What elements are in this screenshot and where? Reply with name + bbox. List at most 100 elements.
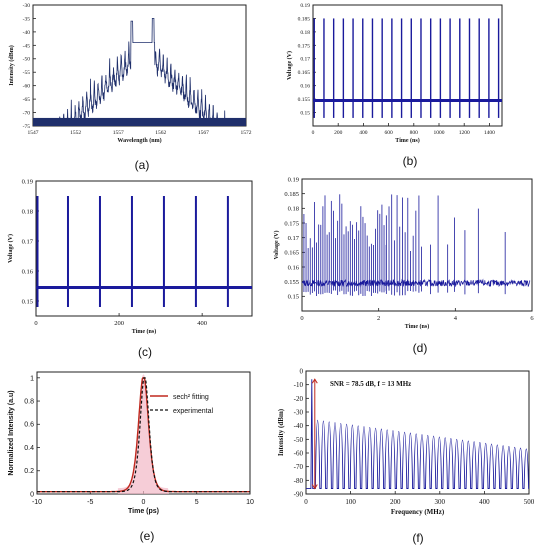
x-tick-label: 600	[384, 130, 393, 136]
x-tick-label: 6	[530, 315, 534, 322]
caption-d: (d)	[413, 341, 428, 355]
spectrum-trace	[33, 18, 246, 124]
error-band	[117, 374, 170, 494]
x-tick-label: 1547	[28, 130, 39, 136]
y-tick-label: 0.185	[298, 16, 311, 22]
y-tick-label: 0	[300, 367, 304, 375]
experimental-line	[37, 377, 250, 493]
x-tick-label: 200	[334, 130, 343, 136]
x-tick-label: 500	[524, 498, 535, 506]
y-tick-label: 0.165	[284, 250, 299, 257]
caption-c: (c)	[138, 345, 152, 359]
y-tick-label: 0.15	[22, 298, 33, 305]
x-tick-label: 0	[34, 320, 37, 327]
x-tick-label: 1562	[155, 130, 166, 136]
chart-panel-c: 0 200 400 0.15 0.16 0.17 0.18 0.19 Time (ns) Volt…	[7, 178, 253, 335]
x-tick-label: -5	[87, 499, 93, 506]
x-tick-label: 1400	[484, 130, 495, 136]
x-axis-label: Wavelength (nm)	[117, 137, 161, 144]
plot-frame	[305, 370, 530, 495]
y-tick-label: 0.16	[22, 268, 34, 275]
y-tick-label: -30	[294, 408, 304, 416]
x-tick-label: 1572	[241, 130, 252, 136]
chart-panel-b: 0 200 400 600 800 1000 1200 1400 0.15 0.155 0.16 0.…	[286, 3, 503, 144]
x-tick-label: 2	[377, 315, 380, 322]
y-tick-label: 0.19	[22, 178, 33, 185]
y-tick-label: -50	[294, 436, 304, 444]
y-tick-label: -80	[294, 477, 304, 485]
chart-panel-f: 0 100 200 300 400 500 0 -10 -20 -30 -40 -50 -60 -70 -8…	[277, 367, 535, 516]
y-axis-label: Normalized Intensity (a.u)	[8, 390, 15, 475]
y-tick-label: 0.16	[288, 264, 300, 271]
x-tick-label: 5	[195, 499, 199, 506]
x-tick-label: 400	[197, 320, 207, 327]
y-tick-label: 0.18	[22, 208, 33, 215]
y-axis-label: Voltage (V)	[7, 234, 14, 263]
x-tick-label: 0	[312, 130, 315, 136]
y-tick-label: 0.18	[288, 206, 299, 213]
y-tick-label: 0.185	[284, 191, 299, 198]
y-tick-label: 0.165	[298, 70, 311, 76]
y-tick-label: 0.16	[300, 84, 310, 90]
y-tick-label: 0.155	[298, 97, 311, 103]
y-tick-label: -35	[23, 16, 31, 22]
y-tick-label: -20	[294, 395, 304, 403]
y-tick-label: -70	[23, 110, 31, 116]
x-tick-label: 4	[454, 315, 458, 322]
chart-panel-e: -10 -5 0 5 10 0 0.2 0.4 0.6 0.8 1 Time (ps) Normaliz…	[8, 371, 254, 515]
y-axis-label: Voltage (V)	[286, 51, 293, 80]
caption-b: (b)	[403, 154, 418, 168]
y-tick-label: 0.4	[24, 445, 34, 452]
y-tick-label: -30	[23, 3, 31, 9]
y-tick-label: 0.19	[288, 176, 299, 183]
spectrum-floor	[33, 117, 246, 126]
chart-panel-a: 1547 1552 1557 1562 1567 1572 -30 -35 -40 -45 -50 -…	[8, 3, 252, 144]
y-tick-label: 0.15	[300, 110, 310, 116]
y-axis-label: Voltage (V)	[273, 231, 280, 260]
y-tick-label: -70	[294, 463, 304, 471]
x-axis-label: Time (ns)	[132, 328, 156, 335]
x-tick-label: 1000	[434, 130, 445, 136]
y-tick-label: 0.175	[284, 220, 299, 227]
y-tick-label: -45	[23, 43, 31, 49]
y-tick-label: -60	[23, 84, 31, 90]
y-tick-label: -40	[23, 30, 31, 36]
y-tick-label: -10	[294, 381, 304, 389]
x-tick-label: 400	[479, 498, 490, 506]
y-tick-label: 0.15	[288, 294, 299, 301]
caption-f: (f)	[412, 531, 423, 545]
x-tick-label: 400	[359, 130, 368, 136]
plot-frame	[32, 4, 247, 127]
y-axis-label: Intensity (dBm)	[8, 45, 15, 86]
y-tick-label: -50	[23, 57, 31, 63]
x-tick-label: -10	[32, 499, 42, 506]
x-axis-label: Frequency (MHz)	[391, 508, 445, 516]
x-tick-label: 1567	[198, 130, 209, 136]
snr-arrow-head-bottom	[311, 484, 318, 490]
x-tick-label: 800	[410, 130, 419, 136]
y-axis-label: Intensity (dBm)	[277, 408, 285, 456]
y-tick-label: 0.17	[300, 57, 310, 63]
x-tick-label: 100	[345, 498, 356, 506]
snr-annotation: SNR = 78.5 dB, f = 13 MHz	[330, 380, 411, 388]
caption-a: (a)	[135, 158, 150, 172]
y-tick-label: 0.18	[300, 30, 310, 36]
y-tick-label: 0.17	[22, 238, 34, 245]
y-tick-label: 0	[30, 491, 34, 498]
caption-e: (e)	[140, 529, 155, 543]
legend-label-fit: sech² fitting	[173, 394, 209, 401]
x-tick-label: 200	[114, 320, 124, 327]
x-tick-label: 0	[300, 315, 303, 322]
y-tick-label: 0.175	[298, 43, 311, 49]
y-tick-label: 0.8	[24, 398, 34, 405]
x-tick-label: 1552	[70, 130, 81, 136]
y-tick-label: -55	[23, 70, 31, 76]
x-axis-label: Time (ns)	[405, 323, 429, 330]
x-tick-label: 0	[304, 498, 308, 506]
x-tick-label: 0	[142, 499, 146, 506]
y-tick-label: 0.155	[284, 279, 299, 286]
x-tick-label: 10	[246, 499, 254, 506]
x-axis-label: Time (ps)	[128, 508, 159, 515]
y-tick-label: 1	[30, 375, 34, 382]
